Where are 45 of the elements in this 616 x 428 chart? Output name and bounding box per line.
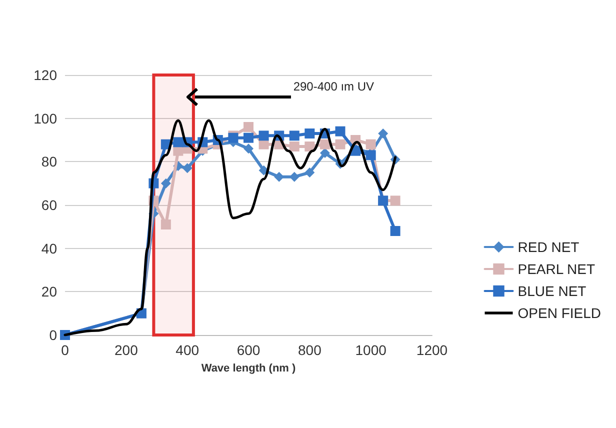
y-tick-label: 100 (34, 110, 58, 126)
point (390, 226, 400, 236)
point (289, 142, 300, 152)
x-tick-label: 600 (236, 342, 260, 358)
x-tick-label: 400 (176, 342, 200, 358)
point (244, 144, 254, 154)
point (182, 163, 192, 174)
point (335, 126, 346, 136)
x-tick-label: 200 (114, 342, 138, 358)
x-tick-label: 1200 (416, 342, 448, 358)
point (335, 139, 346, 150)
point (160, 178, 171, 188)
point (320, 139, 330, 150)
point (244, 132, 254, 143)
legend-label: BLUE NET (518, 283, 587, 299)
point (390, 196, 400, 206)
y-tick-label: 120 (34, 67, 58, 83)
point (258, 139, 269, 150)
x-tick-label: 1000 (355, 342, 387, 358)
x-tick-label: 800 (298, 342, 322, 358)
y-tick-label: 20 (41, 284, 58, 300)
legend-label: OPEN FIELD (518, 305, 602, 321)
point (173, 137, 184, 148)
point (289, 130, 300, 141)
y-tick-label: 80 (41, 154, 58, 170)
point (304, 128, 315, 138)
point (366, 139, 376, 150)
legend-label: RED NET (518, 239, 580, 255)
x-tick-label: 0 (61, 342, 70, 358)
point (160, 220, 171, 230)
point (244, 122, 254, 132)
point (304, 168, 315, 178)
point (378, 128, 388, 138)
legend-label: PEARL NET (518, 261, 596, 277)
point (274, 172, 284, 182)
y-tick-label: 40 (41, 240, 58, 256)
point (289, 172, 300, 182)
point (366, 150, 376, 160)
annotation: 290-400 ım UV (293, 80, 374, 94)
y-tick-label: 60 (41, 197, 58, 213)
point (320, 148, 330, 158)
point (258, 130, 269, 141)
x-axis-title: Wave length (nm ) (201, 362, 296, 374)
y-tick-label: 0 (49, 327, 58, 343)
point (304, 142, 315, 152)
